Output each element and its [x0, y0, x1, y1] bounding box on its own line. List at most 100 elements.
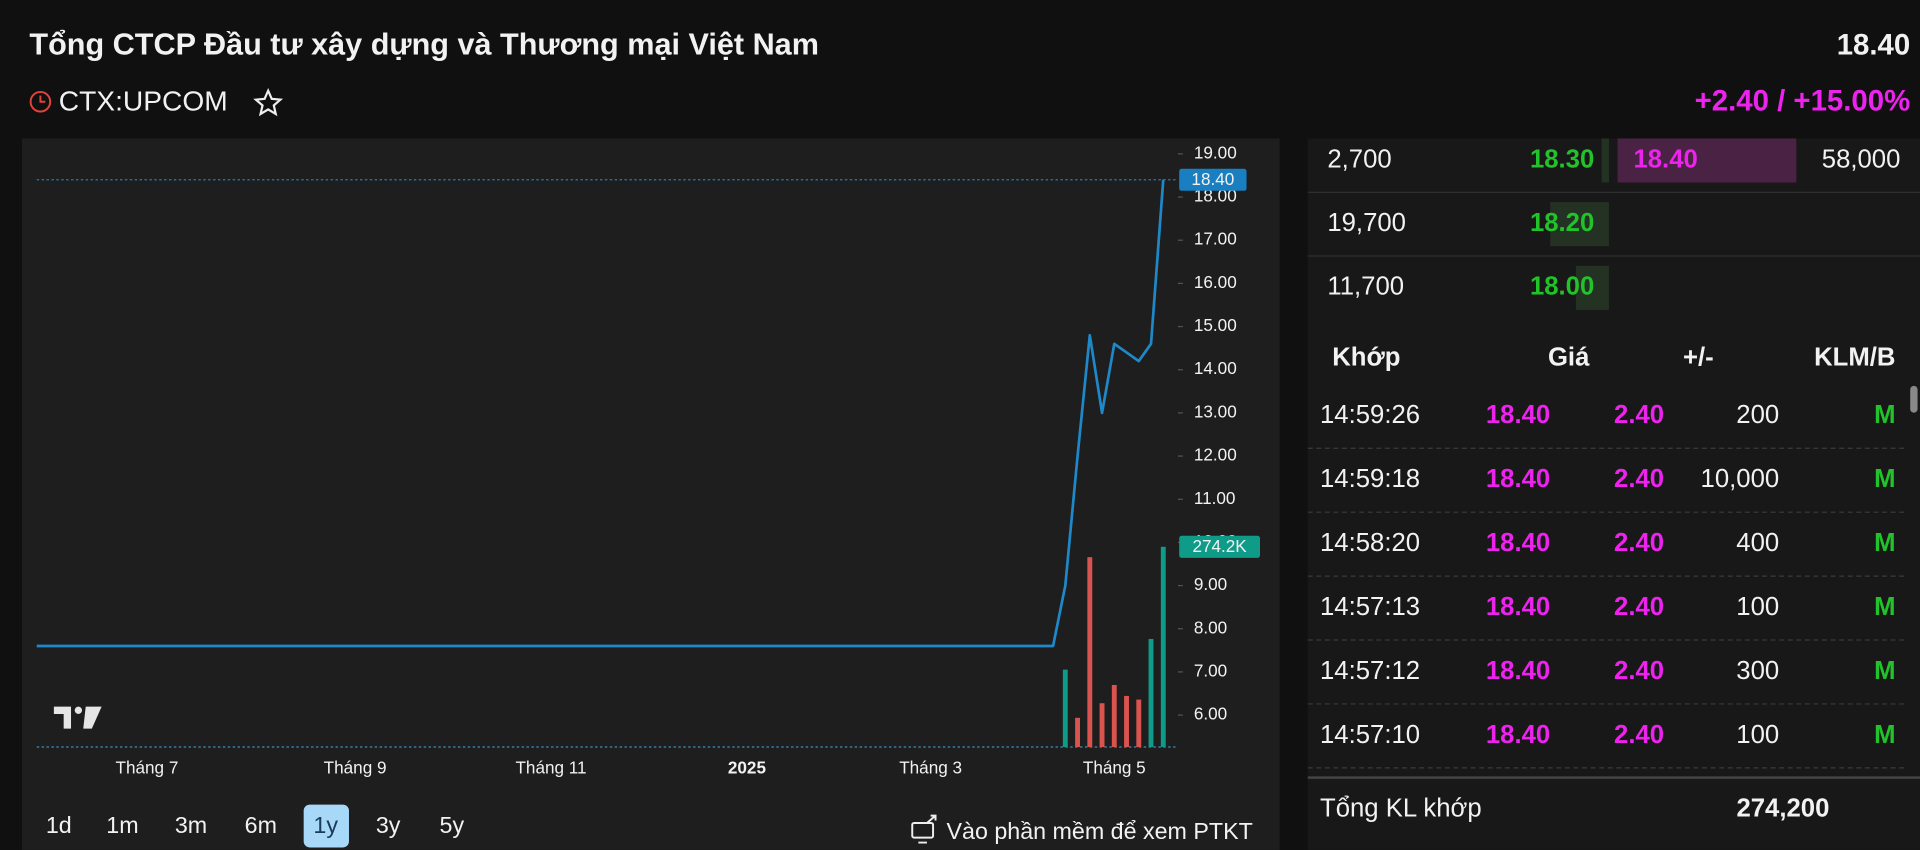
y-tick-label: 14.00 — [1194, 358, 1237, 378]
change: +2.40 / +15.00% — [1695, 85, 1911, 118]
trade-side: M — [1874, 401, 1895, 429]
x-tick-label: Tháng 9 — [324, 758, 387, 778]
software-link[interactable]: Vào phần mềm để xem PTKT — [947, 818, 1253, 844]
y-tick-label: 8.00 — [1194, 617, 1227, 637]
scrollbar[interactable] — [1910, 385, 1918, 413]
bid-price: 18.30 — [1530, 145, 1594, 173]
ask-volume: 58,000 — [1822, 145, 1901, 173]
trade-price: 18.40 — [1486, 593, 1550, 621]
volume-bar — [1136, 699, 1142, 748]
chart-panel — [22, 138, 1280, 850]
trade-time: 14:59:26 — [1320, 401, 1420, 429]
ask-depth — [1617, 138, 1797, 183]
y-tick-label: 7.00 — [1194, 660, 1227, 680]
period-button[interactable]: 6m — [245, 812, 277, 838]
volume-bar — [1124, 695, 1129, 748]
side-content: 2,700 18.30 18.40 58,000 19,700 18.20 11,700 18… — [1307, 138, 1920, 822]
bid-depth — [1601, 138, 1609, 183]
y-tick-label: 15.00 — [1194, 315, 1237, 335]
ask-price: 18.40 — [1633, 145, 1697, 173]
trade-header: KLM/B — [1814, 344, 1895, 372]
link-icon[interactable] — [911, 814, 937, 844]
trade-volume: 400 — [1736, 529, 1779, 557]
trade-change: 2.40 — [1614, 465, 1664, 493]
trade-change: 2.40 — [1614, 529, 1664, 557]
chart: 6.007.008.009.0010.0011.0012.0013.0014.0… — [36, 142, 1260, 778]
trade-change: 2.40 — [1614, 657, 1664, 685]
y-tick-label: 11.00 — [1194, 488, 1236, 508]
trade-volume: 300 — [1736, 657, 1779, 685]
trade-volume: 100 — [1736, 593, 1779, 621]
trade-side: M — [1874, 465, 1895, 493]
y-tick-label: 17.00 — [1194, 229, 1237, 249]
trade-price: 18.40 — [1486, 529, 1550, 557]
volume-bar — [1087, 557, 1093, 748]
trade-header: +/- — [1683, 344, 1714, 372]
trade-time: 14:58:20 — [1320, 529, 1420, 557]
y-tick-label: 9.00 — [1194, 574, 1227, 594]
trade-price: 18.40 — [1486, 721, 1550, 749]
periods: 1d 1m 3m 6m 1y 3y 5y — [46, 812, 465, 838]
volume-bar — [1062, 669, 1068, 748]
y-tick-label: 12.00 — [1194, 445, 1237, 465]
x-tick-label: Tháng 3 — [899, 758, 962, 778]
trade-side: M — [1874, 721, 1895, 749]
y-tick-label: 19.00 — [1194, 142, 1237, 162]
period-button[interactable]: 3y — [376, 812, 401, 838]
trade-header: Giá — [1548, 344, 1590, 372]
trade-volume: 10,000 — [1701, 465, 1780, 493]
trade-price: 18.40 — [1486, 657, 1550, 685]
volume-bar — [1160, 546, 1166, 748]
volume-bar — [1099, 703, 1105, 748]
period-button[interactable]: 1y — [313, 812, 338, 838]
trade-side: M — [1874, 593, 1895, 621]
volume-bar — [1075, 717, 1080, 748]
period-button[interactable]: 1m — [106, 812, 138, 838]
trade-time: 14:59:18 — [1320, 465, 1420, 493]
bid-depth — [1550, 202, 1609, 247]
y-tick-label: 16.00 — [1194, 272, 1237, 292]
total-value: 274,200 — [1736, 794, 1829, 822]
total-label: Tổng KL khớp — [1320, 794, 1482, 822]
y-tick-label: 6.00 — [1194, 704, 1227, 724]
favorite-star[interactable] — [253, 87, 284, 117]
period-button[interactable]: 1d — [46, 812, 72, 838]
trade-time: 14:57:12 — [1320, 657, 1420, 685]
trade-side: M — [1874, 529, 1895, 557]
axis-marker — [1179, 535, 1260, 558]
axis-marker-label: 274.2K — [1192, 536, 1247, 556]
tv-logo — [53, 706, 102, 729]
volume-bar — [1111, 684, 1117, 748]
bid-volume: 11,700 — [1327, 273, 1404, 301]
trade-volume: 200 — [1736, 401, 1779, 429]
bid-volume: 19,700 — [1327, 209, 1406, 237]
trade-change: 2.40 — [1614, 721, 1664, 749]
price: 18.40 — [1837, 28, 1911, 61]
side-panel — [1307, 138, 1920, 850]
volume-bar — [1148, 638, 1154, 748]
x-tick-label: Tháng 5 — [1083, 758, 1146, 778]
x-tick-label: Tháng 11 — [515, 758, 586, 778]
trade-time: 14:57:13 — [1320, 593, 1420, 621]
trade-time: 14:57:10 — [1320, 721, 1420, 749]
trade-change: 2.40 — [1614, 593, 1664, 621]
title: Tổng CTCP Đầu tư xây dựng và Thương mại … — [29, 28, 819, 62]
period-button[interactable]: 5y — [440, 812, 465, 838]
x-tick-label: 2025 — [728, 758, 767, 778]
axis-marker — [1179, 168, 1247, 191]
bid-price: 18.00 — [1530, 273, 1594, 301]
symbol: CTX:UPCOM — [59, 85, 228, 116]
y-tick-label: 13.00 — [1194, 401, 1237, 421]
trade-price: 18.40 — [1486, 401, 1550, 429]
trade-volume: 100 — [1736, 721, 1779, 749]
x-tick-label: Tháng 7 — [116, 758, 179, 778]
trade-header: Khớp — [1332, 344, 1400, 372]
bid-depth — [1575, 265, 1609, 310]
axis-marker-label: 18.40 — [1191, 169, 1234, 189]
period-button[interactable]: 3m — [175, 812, 207, 838]
bid-price: 18.20 — [1530, 209, 1594, 237]
trade-change: 2.40 — [1614, 401, 1664, 429]
price-line — [36, 179, 1165, 648]
